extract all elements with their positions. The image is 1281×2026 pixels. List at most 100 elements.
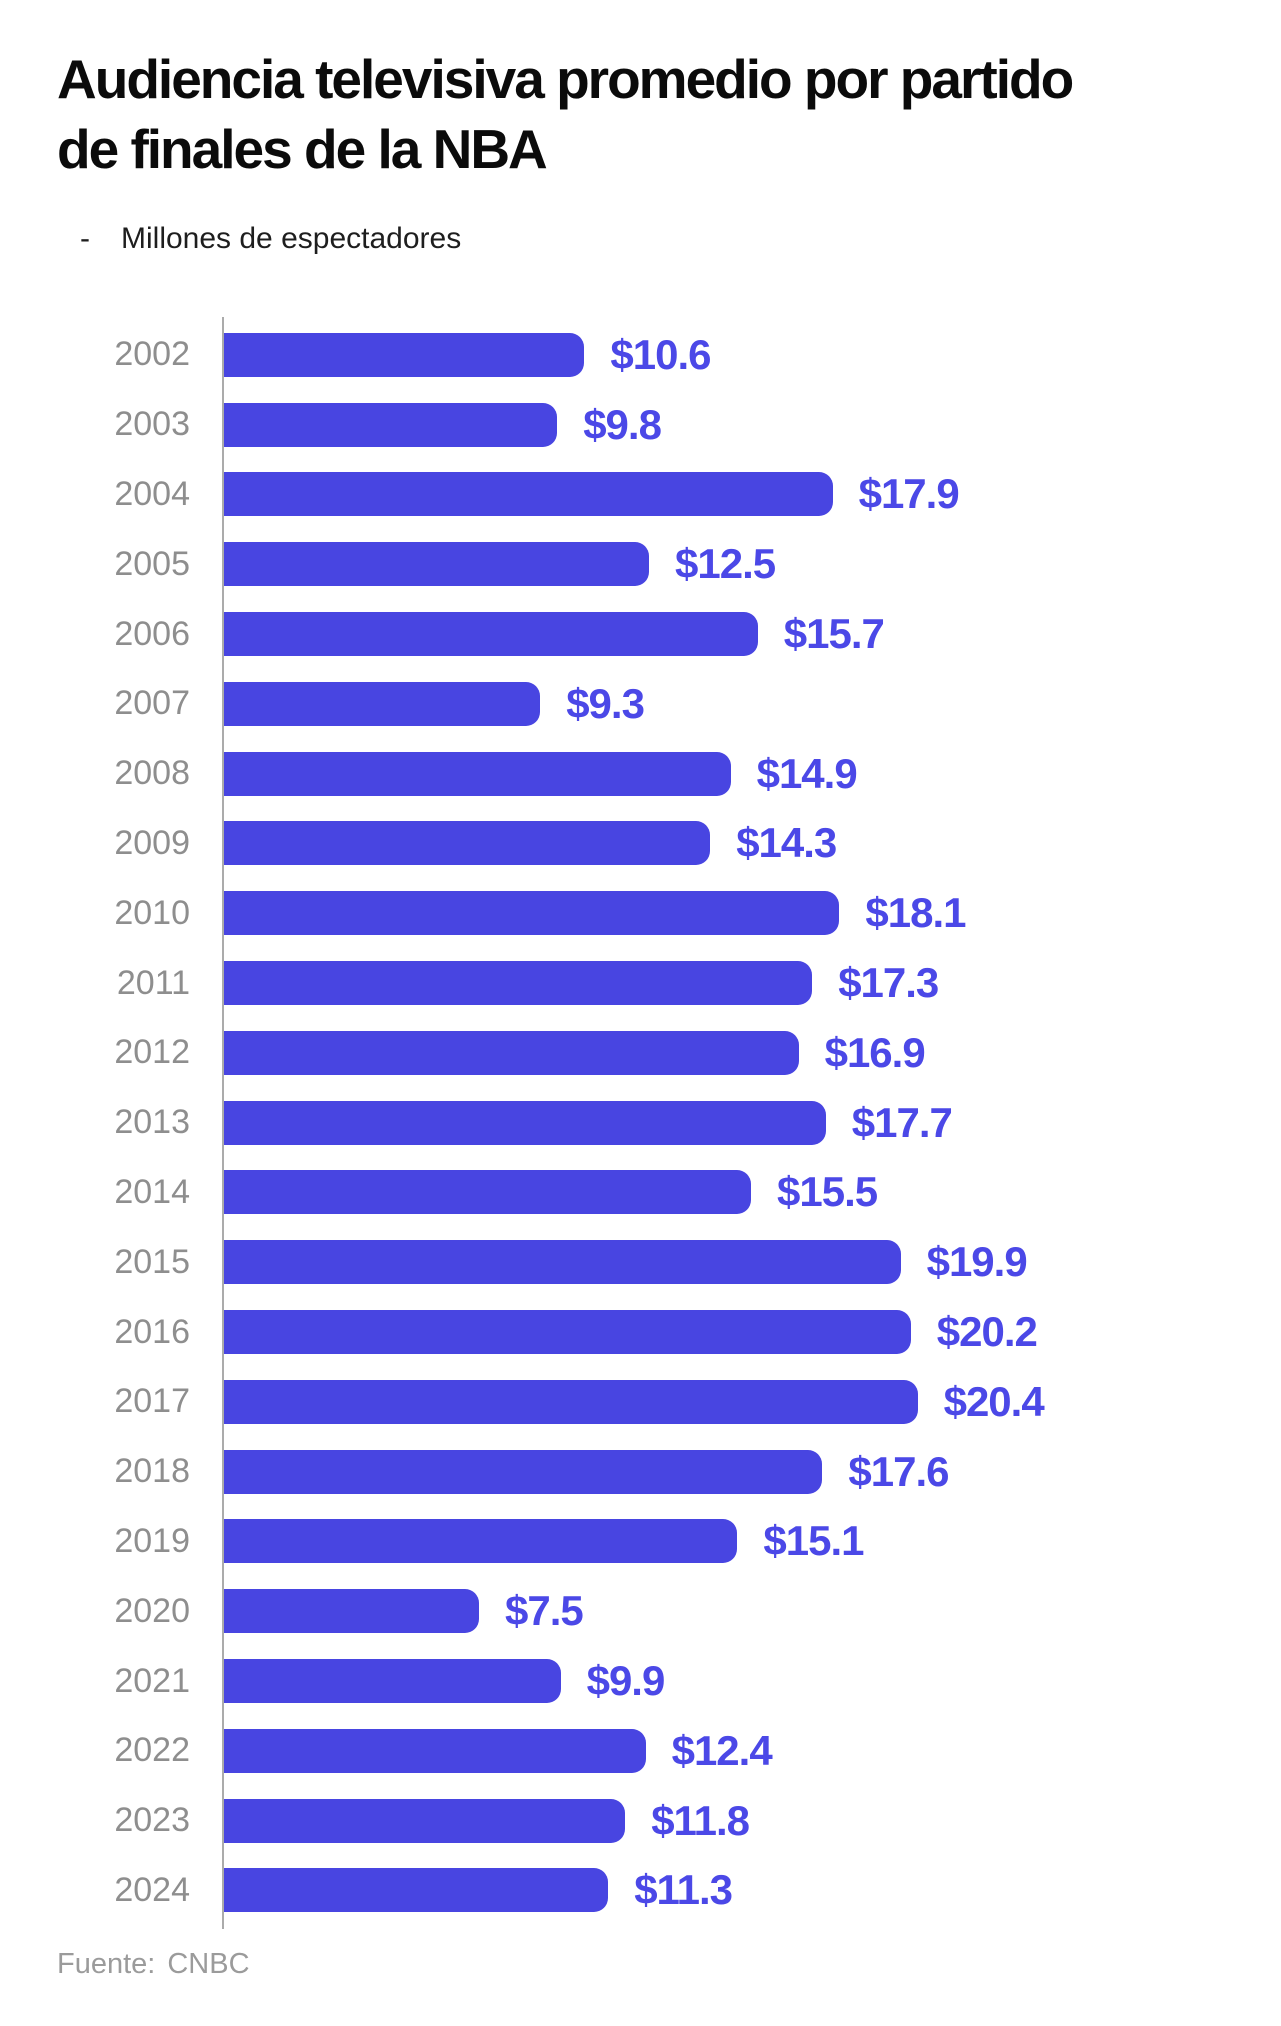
value-label: $20.4 [943, 1377, 1045, 1425]
bar [224, 961, 813, 1006]
value-label: $9.8 [583, 400, 662, 448]
bar-row: 2008 $14.9 [0, 739, 1281, 809]
bar-row: 2021 $9.9 [0, 1646, 1281, 1716]
bar [224, 1100, 826, 1145]
bar-rows-container: 2002 $10.6 2003 $9.8 2004 $17.9 2005 $12… [0, 320, 1281, 1925]
bar-row: 2006 $15.7 [0, 599, 1281, 669]
bar-row: 2020 $7.5 [0, 1576, 1281, 1646]
source-label: Fuente: [57, 1948, 156, 1980]
year-label: 2013 [114, 1103, 190, 1142]
bar [224, 542, 649, 587]
bar [224, 1030, 799, 1075]
bar [224, 1170, 751, 1215]
year-label: 2007 [114, 684, 190, 723]
value-label: $15.7 [783, 610, 885, 658]
subtitle-text: Millones de espectadores [121, 222, 462, 255]
year-label: 2016 [114, 1312, 190, 1351]
year-label: 2010 [114, 893, 190, 932]
value-label: $17.6 [848, 1447, 949, 1495]
bar-row: 2022 $12.4 [0, 1716, 1281, 1786]
bar [224, 332, 585, 377]
chart-subtitle: - Millones de espectadores [80, 222, 461, 256]
bar-row: 2004 $17.9 [0, 460, 1281, 530]
value-label: $10.6 [610, 330, 711, 378]
bar-row: 2002 $10.6 [0, 320, 1281, 390]
bar-area: $20.4 [224, 1378, 1281, 1426]
bar-chart: 2002 $10.6 2003 $9.8 2004 $17.9 2005 $12… [0, 317, 1281, 1929]
bar-area: $9.8 [224, 401, 1281, 449]
value-label: $17.3 [838, 959, 939, 1007]
bar-area: $17.3 [224, 959, 1281, 1007]
year-label: 2017 [114, 1382, 190, 1421]
bar [224, 681, 541, 726]
value-label: $9.3 [566, 679, 645, 727]
year-label: 2009 [114, 823, 190, 862]
year-label: 2006 [114, 614, 190, 653]
bar [224, 891, 840, 936]
bar-area: $17.6 [224, 1448, 1281, 1496]
bar [224, 821, 711, 866]
year-label: 2023 [114, 1801, 190, 1840]
bar-area: $16.9 [224, 1029, 1281, 1077]
value-label: $9.9 [586, 1657, 666, 1705]
bar [224, 1868, 609, 1913]
bar-area: $15.1 [224, 1517, 1281, 1565]
bar [224, 1659, 561, 1704]
year-label: 2008 [114, 754, 190, 793]
bar-area: $12.4 [224, 1727, 1281, 1775]
bar-row: 2003 $9.8 [0, 390, 1281, 460]
bar [224, 751, 731, 796]
bar [224, 1798, 626, 1843]
year-label: 2011 [116, 963, 190, 1002]
bar-area: $19.9 [224, 1238, 1281, 1286]
year-label: 2002 [114, 335, 190, 374]
bar-row: 2019 $15.1 [0, 1507, 1281, 1577]
page-title-line-1: Audiencia televisiva promedio por partid… [57, 48, 1074, 110]
page-title: Audiencia televisiva promedio por partid… [57, 44, 1237, 184]
bar [224, 472, 833, 517]
year-label: 2012 [114, 1033, 190, 1072]
value-label: $7.5 [505, 1587, 584, 1635]
year-label: 2004 [114, 474, 190, 513]
value-label: $11.8 [651, 1796, 750, 1844]
bar-area: $20.2 [224, 1308, 1281, 1356]
value-label: $11.3 [634, 1866, 733, 1914]
bar-area: $15.5 [224, 1168, 1281, 1216]
value-label: $15.1 [763, 1517, 864, 1565]
bar-row: 2005 $12.5 [0, 529, 1281, 599]
value-label: $16.9 [824, 1028, 926, 1076]
bar-row: 2011 $17.3 [0, 948, 1281, 1018]
subtitle-dash: - [80, 222, 90, 255]
bar-area: $9.3 [224, 680, 1281, 728]
bar-area: $7.5 [224, 1587, 1281, 1635]
year-label: 2014 [114, 1172, 190, 1211]
bar-area: $18.1 [224, 889, 1281, 937]
bar [224, 1728, 646, 1773]
value-label: $18.1 [865, 889, 966, 937]
source-note: Fuente: CNBC [57, 1948, 250, 1981]
year-label: 2024 [114, 1870, 190, 1909]
year-label: 2005 [114, 544, 190, 583]
bar-row: 2015 $19.9 [0, 1227, 1281, 1297]
value-label: $12.5 [675, 540, 776, 588]
bar-area: $12.5 [224, 540, 1281, 588]
bar-area: $9.9 [224, 1657, 1281, 1705]
bar-area: $14.9 [224, 750, 1281, 798]
year-label: 2020 [114, 1591, 190, 1630]
bar [224, 1589, 479, 1634]
value-label: $14.9 [756, 749, 858, 797]
bar-area: $10.6 [224, 331, 1281, 379]
bar-row: 2017 $20.4 [0, 1367, 1281, 1437]
value-label: $12.4 [671, 1726, 773, 1774]
bar-row: 2013 $17.7 [0, 1088, 1281, 1158]
bar-row: 2007 $9.3 [0, 669, 1281, 739]
bar-area: $11.8 [224, 1797, 1281, 1845]
value-label: $17.9 [858, 470, 960, 518]
bar-area: $14.3 [224, 819, 1281, 867]
bar-area: $11.3 [224, 1866, 1281, 1914]
bar-area: $17.7 [224, 1099, 1281, 1147]
bar [224, 1240, 901, 1285]
bar-row: 2010 $18.1 [0, 878, 1281, 948]
page-title-line-2: de finales de la NBA [57, 118, 548, 180]
